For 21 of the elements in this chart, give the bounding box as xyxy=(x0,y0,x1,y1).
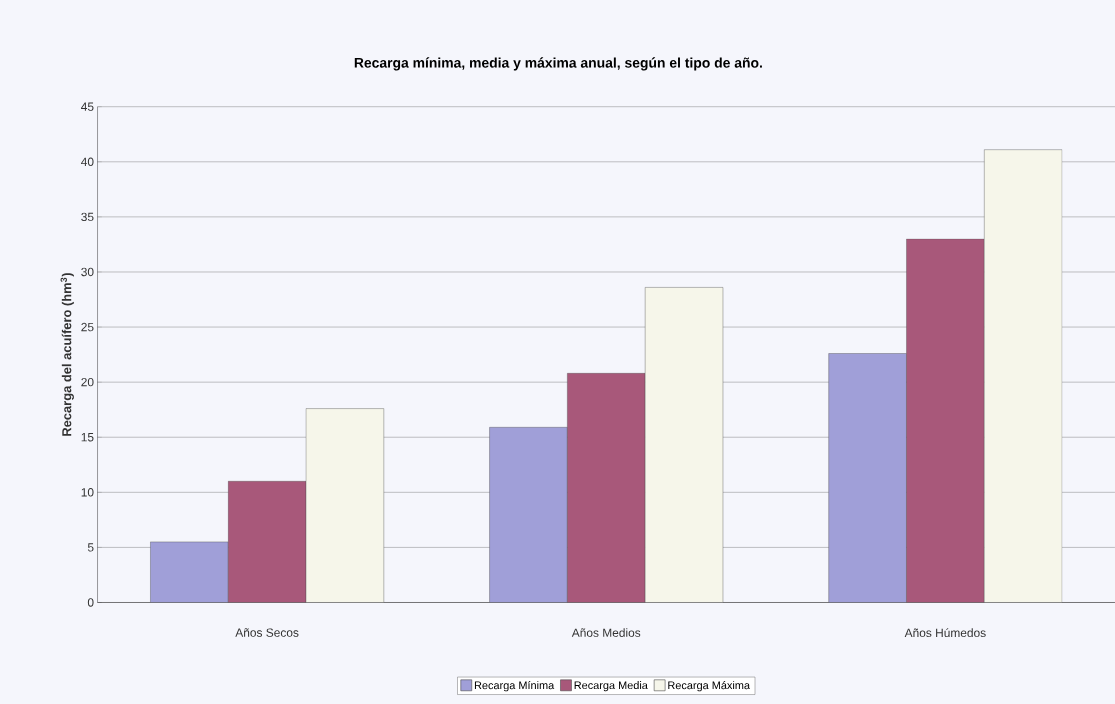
legend-label: Recarga Media xyxy=(574,680,648,692)
y-tick-label: 35 xyxy=(81,212,94,221)
y-tick-label: 0 xyxy=(87,598,94,607)
y-tick-label: 40 xyxy=(81,157,94,166)
y-tick-label: 20 xyxy=(81,377,94,387)
x-tick-label: Años Medios xyxy=(571,628,641,637)
x-tick-label: Años Secos xyxy=(235,628,299,637)
bar xyxy=(644,287,724,603)
y-tick-label: 15 xyxy=(81,432,94,442)
legend-label: Recarga Máxima xyxy=(668,680,751,692)
y-tick-label: 45 xyxy=(81,102,94,111)
y-axis-title: Recarga del acuífero (hm$^{3}$) xyxy=(60,273,74,436)
y-tick-label: 30 xyxy=(81,267,94,277)
bar xyxy=(984,149,1063,603)
bar xyxy=(305,408,385,603)
legend-label: Recarga Mínima xyxy=(474,680,555,692)
y-tick-label: 5 xyxy=(87,543,94,552)
y-tick-label: 25 xyxy=(81,322,94,332)
x-tick-label: Años Húmedos xyxy=(904,628,986,637)
y-tick-label: 10 xyxy=(81,487,94,497)
chart-title: Recarga mínima, media y máxima anual, según el tipo de año. xyxy=(354,57,762,71)
